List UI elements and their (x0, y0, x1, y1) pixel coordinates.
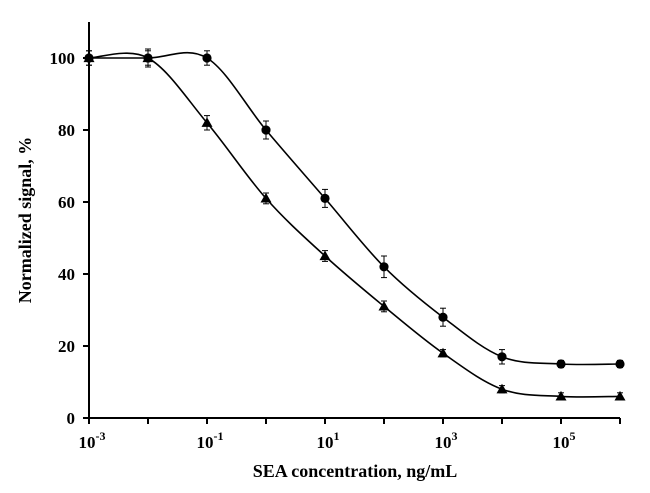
data-point-triangle (496, 383, 508, 394)
x-tick-label: 101 (317, 429, 340, 452)
x-tick-label: 103 (435, 429, 458, 452)
data-point-circle (202, 53, 212, 63)
data-point-triangle (614, 390, 626, 401)
y-tick-label: 80 (58, 121, 75, 140)
tick-labels: 0 20 40 60 80 100 10-3 10-1 101 103 105 (50, 49, 576, 452)
data-point-circle (438, 312, 448, 322)
data-point-circle (556, 359, 566, 369)
data-point-circle (320, 193, 330, 203)
y-tick-label: 0 (67, 409, 76, 428)
error-bars (86, 48, 623, 401)
y-tick-label: 40 (58, 265, 75, 284)
y-tick-label: 60 (58, 193, 75, 212)
fit-curves (88, 51, 621, 398)
x-tick-label: 10-3 (79, 429, 106, 452)
data-point-circle (497, 352, 507, 362)
y-tick-label: 20 (58, 337, 75, 356)
data-point-triangle (319, 250, 331, 261)
y-axis-title: Normalized signal, % (15, 137, 35, 304)
data-point-triangle (142, 52, 154, 63)
data-markers (83, 52, 626, 401)
x-tick-label: 105 (553, 429, 576, 452)
data-point-circle (379, 262, 389, 272)
data-point-triangle (555, 390, 567, 401)
data-point-triangle (260, 192, 272, 203)
fit-curve-circle (88, 51, 621, 366)
axes (83, 22, 621, 424)
fit-curve-triangle (88, 52, 621, 398)
data-point-triangle (201, 117, 213, 127)
y-tick-label: 100 (50, 49, 76, 68)
x-axis-title: SEA concentration, ng/mL (253, 461, 458, 481)
data-point-circle (615, 359, 625, 369)
data-point-triangle (437, 347, 449, 358)
data-point-circle (261, 125, 271, 135)
data-point-triangle (378, 300, 390, 311)
x-tick-label: 10-1 (197, 429, 224, 452)
